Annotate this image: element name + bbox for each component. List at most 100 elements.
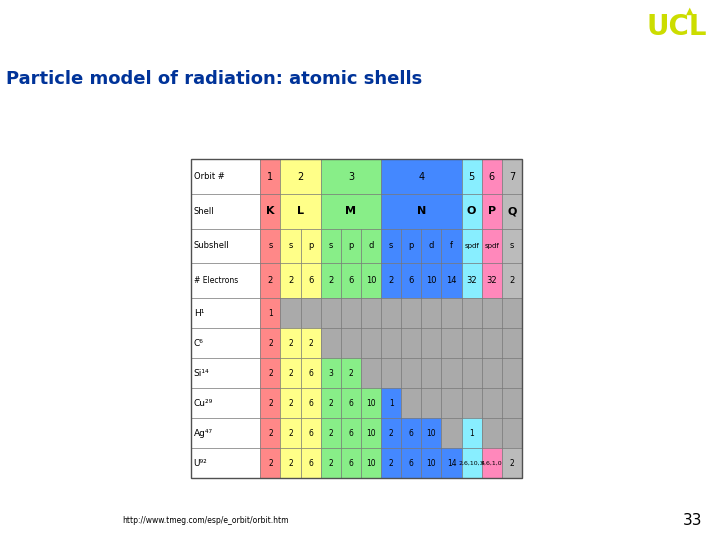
Bar — [462, 194, 482, 228]
Bar — [441, 228, 462, 264]
Bar — [301, 358, 320, 388]
Text: 6: 6 — [308, 369, 313, 377]
Bar — [482, 328, 502, 358]
Bar — [301, 264, 320, 298]
Text: 6: 6 — [409, 429, 414, 437]
Text: 2: 2 — [389, 429, 394, 437]
Bar — [421, 448, 441, 478]
Bar — [462, 264, 482, 298]
Bar — [191, 418, 261, 448]
Text: 2: 2 — [268, 458, 273, 468]
Bar — [502, 328, 522, 358]
Bar — [361, 228, 381, 264]
Text: ▲: ▲ — [686, 6, 693, 16]
Bar — [261, 448, 281, 478]
Bar — [301, 298, 320, 328]
Bar — [401, 358, 421, 388]
Text: 3: 3 — [328, 369, 333, 377]
Bar — [301, 228, 320, 264]
Bar — [421, 264, 441, 298]
Bar — [261, 418, 281, 448]
Text: 2: 2 — [268, 369, 273, 377]
Bar — [361, 298, 381, 328]
Bar — [191, 228, 261, 264]
Text: # Electrons: # Electrons — [194, 276, 238, 285]
Bar — [301, 328, 320, 358]
Text: 32: 32 — [487, 276, 497, 285]
Text: K: K — [266, 206, 274, 217]
Bar — [191, 298, 261, 328]
Text: 2: 2 — [288, 399, 293, 408]
Bar — [502, 159, 522, 194]
Bar — [482, 388, 502, 418]
Text: 10: 10 — [366, 276, 377, 285]
Text: N: N — [417, 206, 426, 217]
Text: 1: 1 — [268, 308, 273, 318]
Text: 14: 14 — [446, 458, 456, 468]
Text: 2: 2 — [509, 276, 515, 285]
Bar — [462, 228, 482, 264]
Bar — [381, 358, 401, 388]
Bar — [482, 194, 502, 228]
Text: spdf: spdf — [485, 243, 499, 249]
Text: 10: 10 — [427, 429, 436, 437]
Text: 6: 6 — [348, 429, 354, 437]
Text: 2: 2 — [288, 339, 293, 348]
Bar — [441, 388, 462, 418]
Bar — [191, 358, 261, 388]
Text: s: s — [328, 241, 333, 251]
Bar — [281, 418, 301, 448]
Bar — [320, 298, 341, 328]
Bar — [482, 298, 502, 328]
Text: 2: 2 — [510, 458, 514, 468]
Text: 2: 2 — [268, 399, 273, 408]
Bar — [281, 358, 301, 388]
Text: s: s — [288, 241, 293, 251]
Bar — [401, 228, 421, 264]
Text: http://www.tmeg.com/esp/e_orbit/orbit.htm: http://www.tmeg.com/esp/e_orbit/orbit.ht… — [122, 516, 289, 524]
Text: 6: 6 — [409, 276, 414, 285]
Bar — [401, 328, 421, 358]
Bar — [441, 448, 462, 478]
Bar — [191, 194, 261, 228]
Text: Q: Q — [508, 206, 517, 217]
Bar — [261, 358, 281, 388]
Bar — [341, 448, 361, 478]
Text: 10: 10 — [366, 399, 376, 408]
Text: 4,6,1,0: 4,6,1,0 — [481, 461, 503, 465]
Bar — [191, 264, 261, 298]
Bar — [462, 159, 482, 194]
Bar — [421, 228, 441, 264]
Text: 2: 2 — [308, 339, 313, 348]
Text: 2: 2 — [328, 429, 333, 437]
Bar — [441, 264, 462, 298]
Text: 10: 10 — [366, 429, 376, 437]
Text: 2: 2 — [328, 276, 333, 285]
Bar — [502, 358, 522, 388]
Bar — [361, 388, 381, 418]
Text: Si¹⁴: Si¹⁴ — [194, 369, 210, 377]
Text: Ag⁴⁷: Ag⁴⁷ — [194, 429, 213, 437]
Text: 2: 2 — [328, 399, 333, 408]
Bar — [341, 358, 361, 388]
Bar — [261, 388, 281, 418]
Bar — [482, 264, 502, 298]
Text: p: p — [308, 241, 313, 251]
Bar — [301, 388, 320, 418]
Text: P: P — [487, 206, 496, 217]
Text: C⁶: C⁶ — [194, 339, 204, 348]
Text: Cu²⁹: Cu²⁹ — [194, 399, 213, 408]
Text: s: s — [510, 241, 514, 251]
Bar — [191, 388, 261, 418]
Bar — [482, 448, 502, 478]
Bar — [281, 328, 301, 358]
Text: 7: 7 — [509, 172, 515, 181]
Text: 2,6,10,3: 2,6,10,3 — [459, 461, 485, 465]
Bar — [381, 448, 401, 478]
Text: 4: 4 — [418, 172, 424, 181]
Bar — [361, 328, 381, 358]
Bar — [401, 298, 421, 328]
Text: 32: 32 — [467, 276, 477, 285]
Text: 2: 2 — [288, 458, 293, 468]
Bar — [482, 159, 502, 194]
